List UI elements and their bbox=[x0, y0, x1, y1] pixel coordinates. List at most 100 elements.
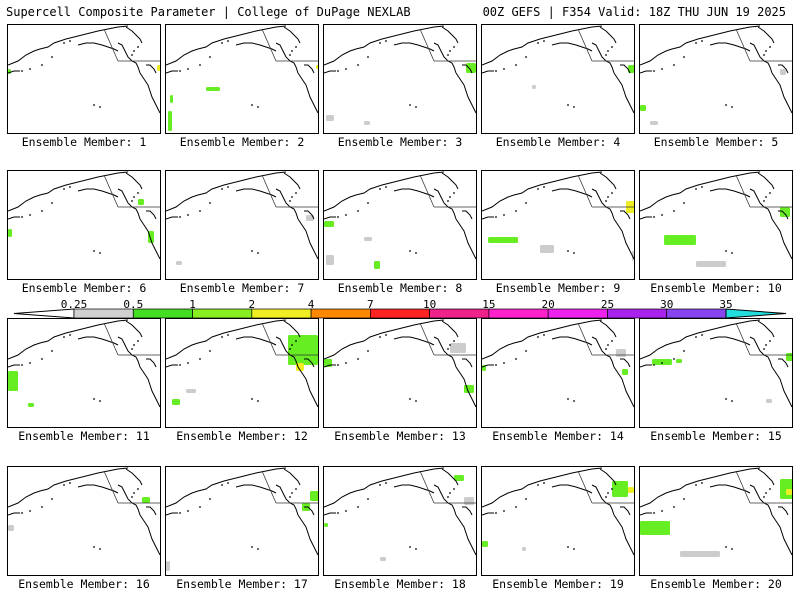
map-canvas bbox=[8, 319, 160, 408]
coastline bbox=[749, 42, 773, 74]
island bbox=[763, 496, 765, 498]
island bbox=[447, 348, 449, 350]
scp-area bbox=[780, 479, 792, 499]
island bbox=[525, 56, 527, 58]
scp-area bbox=[522, 547, 526, 551]
island bbox=[51, 56, 53, 58]
coastline bbox=[749, 484, 773, 516]
coastline bbox=[551, 42, 593, 52]
island bbox=[567, 104, 569, 106]
island bbox=[573, 400, 575, 402]
island bbox=[611, 192, 613, 194]
island bbox=[63, 484, 65, 486]
coastline bbox=[283, 320, 301, 338]
scp-area bbox=[310, 491, 318, 501]
scp-area bbox=[696, 261, 726, 267]
coastline bbox=[8, 216, 20, 220]
coastline bbox=[166, 512, 178, 516]
coastline bbox=[166, 34, 241, 66]
coastline bbox=[778, 358, 789, 368]
coastline bbox=[555, 319, 603, 330]
ensemble-member-label: Ensemble Member: 17 bbox=[176, 577, 308, 591]
colorbar-tick-label: 1 bbox=[189, 298, 196, 311]
scp-area bbox=[8, 371, 18, 391]
political-border bbox=[419, 322, 435, 356]
colorbar-segment bbox=[370, 308, 430, 319]
island bbox=[661, 68, 663, 70]
ensemble-member-label: Ensemble Member: 13 bbox=[334, 429, 466, 443]
island bbox=[731, 106, 733, 108]
coastline bbox=[555, 25, 603, 36]
island bbox=[661, 362, 663, 364]
island bbox=[449, 492, 451, 494]
ensemble-member-label: Ensemble Member: 18 bbox=[334, 577, 466, 591]
coastline bbox=[304, 210, 315, 220]
coastline bbox=[304, 64, 315, 74]
coastline bbox=[239, 171, 287, 182]
coastline bbox=[146, 64, 157, 74]
island bbox=[51, 350, 53, 352]
political-border bbox=[577, 28, 593, 62]
coastline bbox=[771, 366, 792, 408]
map-canvas bbox=[482, 319, 634, 408]
coastline bbox=[117, 42, 141, 74]
coastline bbox=[709, 188, 751, 198]
island bbox=[543, 186, 545, 188]
coastline bbox=[749, 336, 773, 368]
colorbar-tick-label: 2 bbox=[248, 298, 256, 311]
island bbox=[367, 202, 369, 204]
coastline bbox=[77, 188, 119, 198]
coastline bbox=[599, 468, 617, 486]
scp-area bbox=[616, 349, 626, 357]
island bbox=[209, 56, 211, 58]
island bbox=[415, 106, 417, 108]
island bbox=[257, 400, 259, 402]
ensemble-member-map-6 bbox=[7, 170, 161, 280]
island bbox=[769, 340, 771, 342]
island bbox=[765, 492, 767, 494]
island bbox=[227, 482, 229, 484]
coastline bbox=[324, 216, 336, 220]
island bbox=[605, 200, 607, 202]
coastline bbox=[613, 366, 634, 408]
coastline bbox=[324, 70, 336, 74]
island bbox=[683, 56, 685, 58]
ensemble-member-map-12 bbox=[165, 318, 319, 428]
island bbox=[515, 506, 517, 508]
scp-area bbox=[364, 237, 372, 241]
scp-area bbox=[186, 389, 196, 393]
coastline bbox=[778, 64, 789, 74]
island bbox=[763, 200, 765, 202]
coastline bbox=[757, 468, 775, 486]
map-canvas bbox=[8, 467, 160, 556]
coastline bbox=[324, 364, 336, 368]
map-canvas bbox=[324, 25, 476, 125]
ensemble-member-map-11 bbox=[7, 318, 161, 428]
coastline bbox=[275, 484, 299, 516]
island bbox=[607, 50, 609, 52]
island bbox=[763, 348, 765, 350]
political-border bbox=[735, 28, 751, 62]
ensemble-member-map-2 bbox=[165, 24, 319, 134]
coastline bbox=[613, 72, 634, 114]
island bbox=[199, 358, 201, 360]
coastline bbox=[239, 467, 287, 478]
coastline bbox=[8, 180, 83, 212]
colorbar-segment bbox=[251, 308, 312, 319]
map-canvas bbox=[8, 171, 160, 260]
coastline bbox=[482, 34, 557, 66]
scp-area bbox=[780, 207, 790, 217]
coastline bbox=[8, 34, 83, 66]
island bbox=[51, 498, 53, 500]
island bbox=[227, 334, 229, 336]
coastline bbox=[8, 476, 83, 508]
map-canvas bbox=[166, 25, 318, 131]
coastline bbox=[235, 42, 277, 52]
coastline bbox=[482, 216, 494, 220]
island bbox=[661, 214, 663, 216]
island bbox=[289, 496, 291, 498]
coastline bbox=[117, 336, 141, 368]
ensemble-member-label: Ensemble Member: 6 bbox=[21, 281, 147, 295]
political-border bbox=[261, 174, 277, 208]
island bbox=[409, 398, 411, 400]
